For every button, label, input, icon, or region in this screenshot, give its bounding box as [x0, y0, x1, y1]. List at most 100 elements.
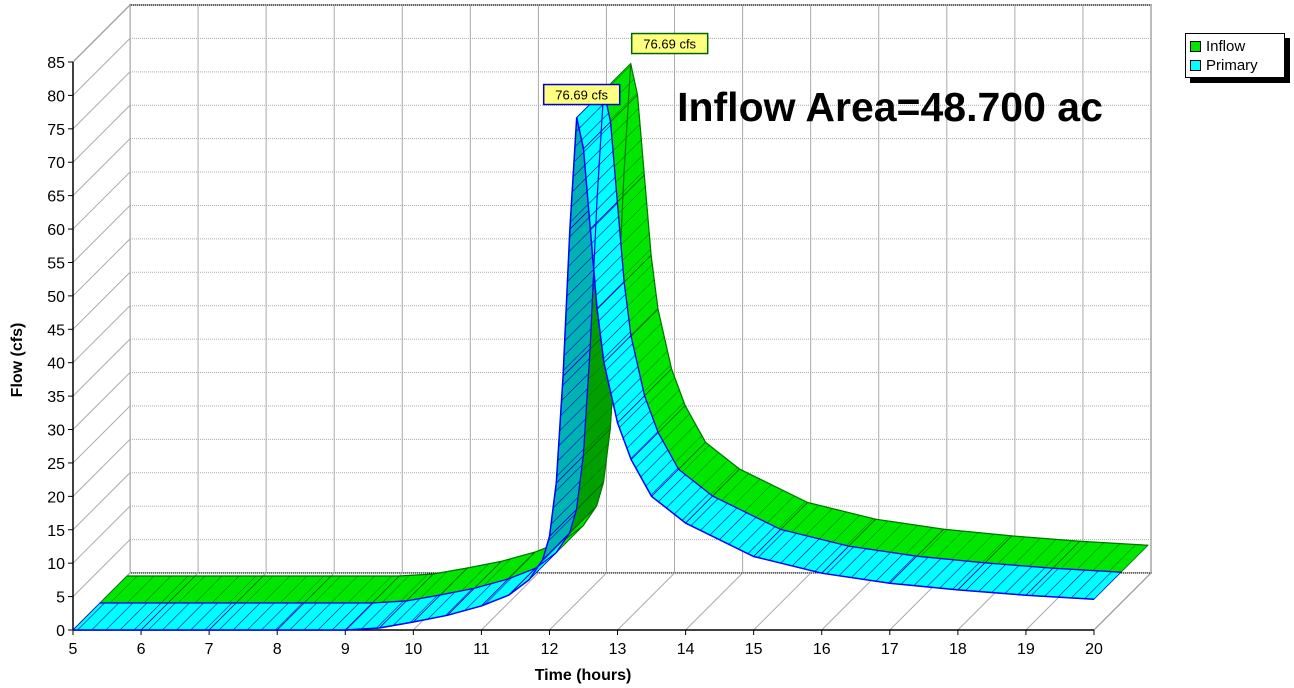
grid-left-13	[72, 138, 131, 197]
band-hatch-inflow-4	[372, 573, 434, 603]
peak-label-box-primary	[542, 83, 621, 106]
band-hatch-inflow-7	[474, 551, 536, 589]
peak-label-box-inflow	[630, 32, 709, 55]
legend-swatch-inflow	[1190, 41, 1201, 52]
y-axis-title: Flow (cfs)	[9, 323, 26, 398]
band-hatch-primary-6	[413, 588, 475, 622]
y-tick-label-6: 30	[47, 423, 65, 440]
x-tick-label-12: 17	[881, 641, 899, 658]
band-hatch-inflow-1	[168, 576, 264, 603]
grid-left-17	[72, 4, 131, 63]
legend-item-inflow: Inflow	[1190, 37, 1280, 56]
grid-left-5	[72, 405, 131, 464]
band-hatch-inflow-27	[916, 529, 1012, 563]
x-tick-label-11: 16	[813, 641, 831, 658]
y-tick-label-9: 45	[47, 322, 65, 339]
grid-left-1	[72, 539, 131, 597]
grid-floor-15	[1093, 572, 1152, 631]
band-hatch-inflow-18	[617, 175, 652, 283]
grid-left-12	[72, 171, 131, 230]
band-hatch-primary-18	[590, 202, 625, 310]
band-hatch-primary-4	[345, 600, 407, 630]
grid-floor-10	[753, 572, 812, 631]
legend-swatch-primary	[1190, 60, 1201, 71]
x-tick-label-9: 14	[677, 641, 695, 658]
band-hatch-primary-13	[556, 349, 591, 483]
band-hatch-primary-23	[651, 469, 713, 524]
legend: Inflow Primary	[1185, 33, 1285, 78]
series-primary	[72, 89, 1122, 631]
y-tick-label-11: 55	[47, 255, 65, 272]
x-tick-label-13: 18	[949, 641, 967, 658]
band-hatch-inflow-17	[610, 94, 645, 203]
band-hatch-inflow-5	[406, 567, 468, 601]
peak-label-primary: 76.69 cfs	[542, 83, 621, 106]
peak-label-text-inflow: 76.69 cfs	[643, 37, 696, 52]
y-tick-label-16: 80	[47, 88, 65, 105]
grid-floor-8	[617, 572, 675, 631]
band-hatch-primary-28	[957, 562, 1053, 596]
x-tick-label-0: 5	[69, 641, 78, 658]
y-tick-label-12: 60	[47, 222, 65, 239]
band-hatch-inflow-3	[304, 576, 400, 603]
y-tick-label-1: 5	[56, 590, 65, 607]
band-hatch-primary-2	[209, 603, 305, 630]
band-hatch-primary-5	[379, 594, 441, 628]
band-hatch-primary-11	[542, 509, 577, 560]
y-tick-label-17: 85	[47, 55, 65, 72]
y-tick-label-0: 0	[56, 623, 65, 640]
band-hatch-inflow-19	[624, 255, 658, 336]
band-hatch-inflow-11	[569, 482, 604, 533]
y-tick-label-13: 65	[47, 189, 65, 206]
band-hatch-inflow-28	[984, 535, 1080, 569]
band-hatch-primary-12	[549, 455, 584, 537]
x-tick-label-10: 15	[745, 641, 763, 658]
inflow-area-annotation: Inflow Area=48.700 ac	[677, 84, 1103, 130]
x-tick-label-7: 12	[541, 641, 559, 658]
x-tick-label-2: 7	[205, 641, 214, 658]
band-hatch-inflow-26	[848, 519, 944, 557]
band-hatch-primary-3	[277, 603, 373, 630]
labels-layer: 76.69 cfs 76.69 cfs	[542, 32, 709, 106]
grid-left-11	[72, 205, 131, 263]
y-tick-label-8: 40	[47, 356, 65, 373]
grid-floor-11	[821, 572, 880, 631]
band-hatch-primary-21	[617, 395, 659, 460]
grid-left-6	[72, 372, 131, 430]
y-tick-label-15: 75	[47, 122, 65, 139]
x-tick-label-6: 11	[473, 641, 490, 658]
grid-left-15	[72, 71, 131, 130]
y-tick-label-3: 15	[47, 523, 65, 540]
y-tick-label-4: 20	[47, 489, 65, 506]
band-hatch-inflow-10	[556, 505, 597, 553]
band-hatch-primary-24	[685, 496, 781, 557]
band-hatch-primary-27	[889, 556, 985, 590]
band-hatch-inflow-12	[576, 428, 611, 510]
band-hatch-inflow-16	[603, 63, 638, 122]
band-hatch-primary-10	[529, 532, 570, 580]
grid-left-8	[72, 305, 131, 364]
grid-floor-9	[685, 572, 743, 631]
peak-label-text-primary: 76.69 cfs	[555, 88, 608, 103]
band-hatch-inflow-6	[440, 561, 502, 595]
x-tick-label-5: 10	[404, 641, 422, 658]
peak-label-inflow: 76.69 cfs	[630, 32, 709, 55]
legend-item-primary: Primary	[1190, 56, 1280, 75]
band-hatch-inflow-29	[1052, 541, 1148, 573]
band-hatch-primary-26	[821, 546, 917, 584]
band-hatch-inflow-0	[100, 576, 196, 603]
band-hatch-inflow-21	[644, 368, 686, 433]
grid-left-3	[72, 472, 131, 531]
grid-floor-6	[481, 572, 539, 631]
band-hatch-primary-7	[447, 578, 509, 616]
y-tick-label-2: 10	[47, 556, 65, 573]
x-tick-label-3: 8	[273, 641, 282, 658]
y-tick-label-5: 25	[47, 456, 65, 473]
left-wall	[72, 3, 131, 632]
band-hatch-primary-0	[73, 603, 169, 630]
grid-left-10	[72, 238, 131, 297]
grid-left-14	[72, 104, 131, 163]
